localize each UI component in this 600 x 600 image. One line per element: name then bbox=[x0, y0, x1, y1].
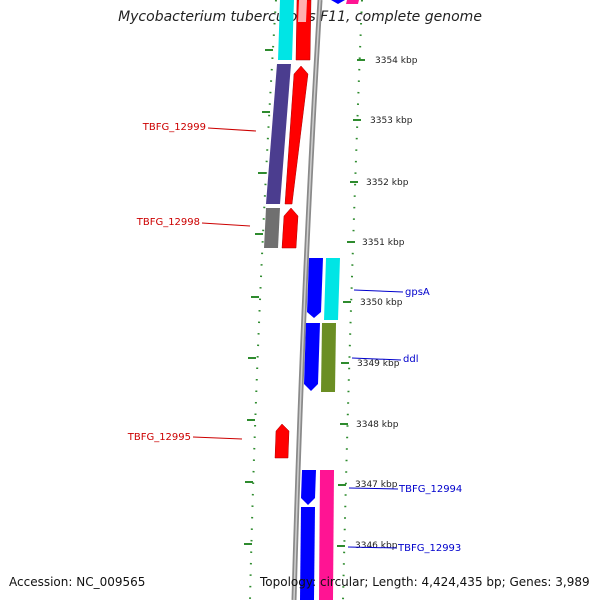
gene-block-grey bbox=[264, 208, 280, 248]
gene-block-cyan bbox=[324, 258, 340, 320]
gene-label: TBFG_12994 bbox=[398, 484, 462, 495]
outer-tick-marks bbox=[244, 49, 273, 545]
gene-label: TBFG_12993 bbox=[397, 543, 461, 554]
gene-block-purple bbox=[266, 64, 291, 204]
tick-label: 3346 kbp bbox=[355, 541, 398, 551]
tick-label: 3350 kbp bbox=[360, 298, 403, 308]
gene-arrow-forward bbox=[331, 0, 345, 4]
tick-label: 3351 kbp bbox=[362, 238, 405, 248]
gene-arrow-forward bbox=[304, 323, 320, 391]
label-leader-line bbox=[207, 127, 257, 132]
gene-arrow-reverse bbox=[274, 423, 290, 459]
tick-label: 3348 kbp bbox=[356, 420, 399, 430]
genome-info-text: Topology: circular; Length: 4,424,435 bp… bbox=[260, 575, 590, 589]
genome-backbone-highlight bbox=[293, 0, 321, 600]
gene-block-olive bbox=[321, 323, 336, 392]
tick-label: 3347 kbp bbox=[355, 480, 398, 490]
label-leader-line bbox=[201, 222, 251, 227]
gene-arrow-reverse-highlight bbox=[298, 0, 307, 22]
gene-label: TBFG_12999 bbox=[142, 122, 206, 133]
inner-tick-marks bbox=[337, 59, 365, 547]
gene-block-pink-top bbox=[346, 0, 359, 4]
outer-dotted-ring bbox=[249, 0, 277, 600]
gene-arrow-reverse bbox=[284, 65, 309, 205]
gene-block-cyan bbox=[278, 0, 294, 60]
tick-label: 3354 kbp bbox=[375, 56, 418, 66]
label-leader-line bbox=[348, 487, 399, 490]
label-leader-line bbox=[351, 357, 402, 361]
tick-label: 3349 kbp bbox=[357, 359, 400, 369]
gene-arrow-forward bbox=[307, 258, 323, 318]
tick-label: 3353 kbp bbox=[370, 116, 413, 126]
gene-label: TBFG_12995 bbox=[127, 432, 191, 443]
gene-block-pink bbox=[319, 470, 334, 600]
tick-label: 3352 kbp bbox=[366, 178, 409, 188]
label-leader-line bbox=[353, 289, 404, 293]
accession-text: Accession: NC_009565 bbox=[9, 575, 146, 589]
gene-label: TBFG_12998 bbox=[136, 217, 200, 228]
gene-label: gpsA bbox=[405, 287, 430, 298]
gene-arrow-forward bbox=[301, 470, 316, 505]
gene-arrow-reverse bbox=[281, 207, 299, 249]
inner-dotted-ring bbox=[342, 0, 363, 600]
label-leader-line bbox=[347, 546, 398, 549]
gene-label: ddl bbox=[403, 354, 418, 365]
gene-block-blue bbox=[300, 507, 315, 600]
label-leader-line bbox=[192, 436, 243, 440]
